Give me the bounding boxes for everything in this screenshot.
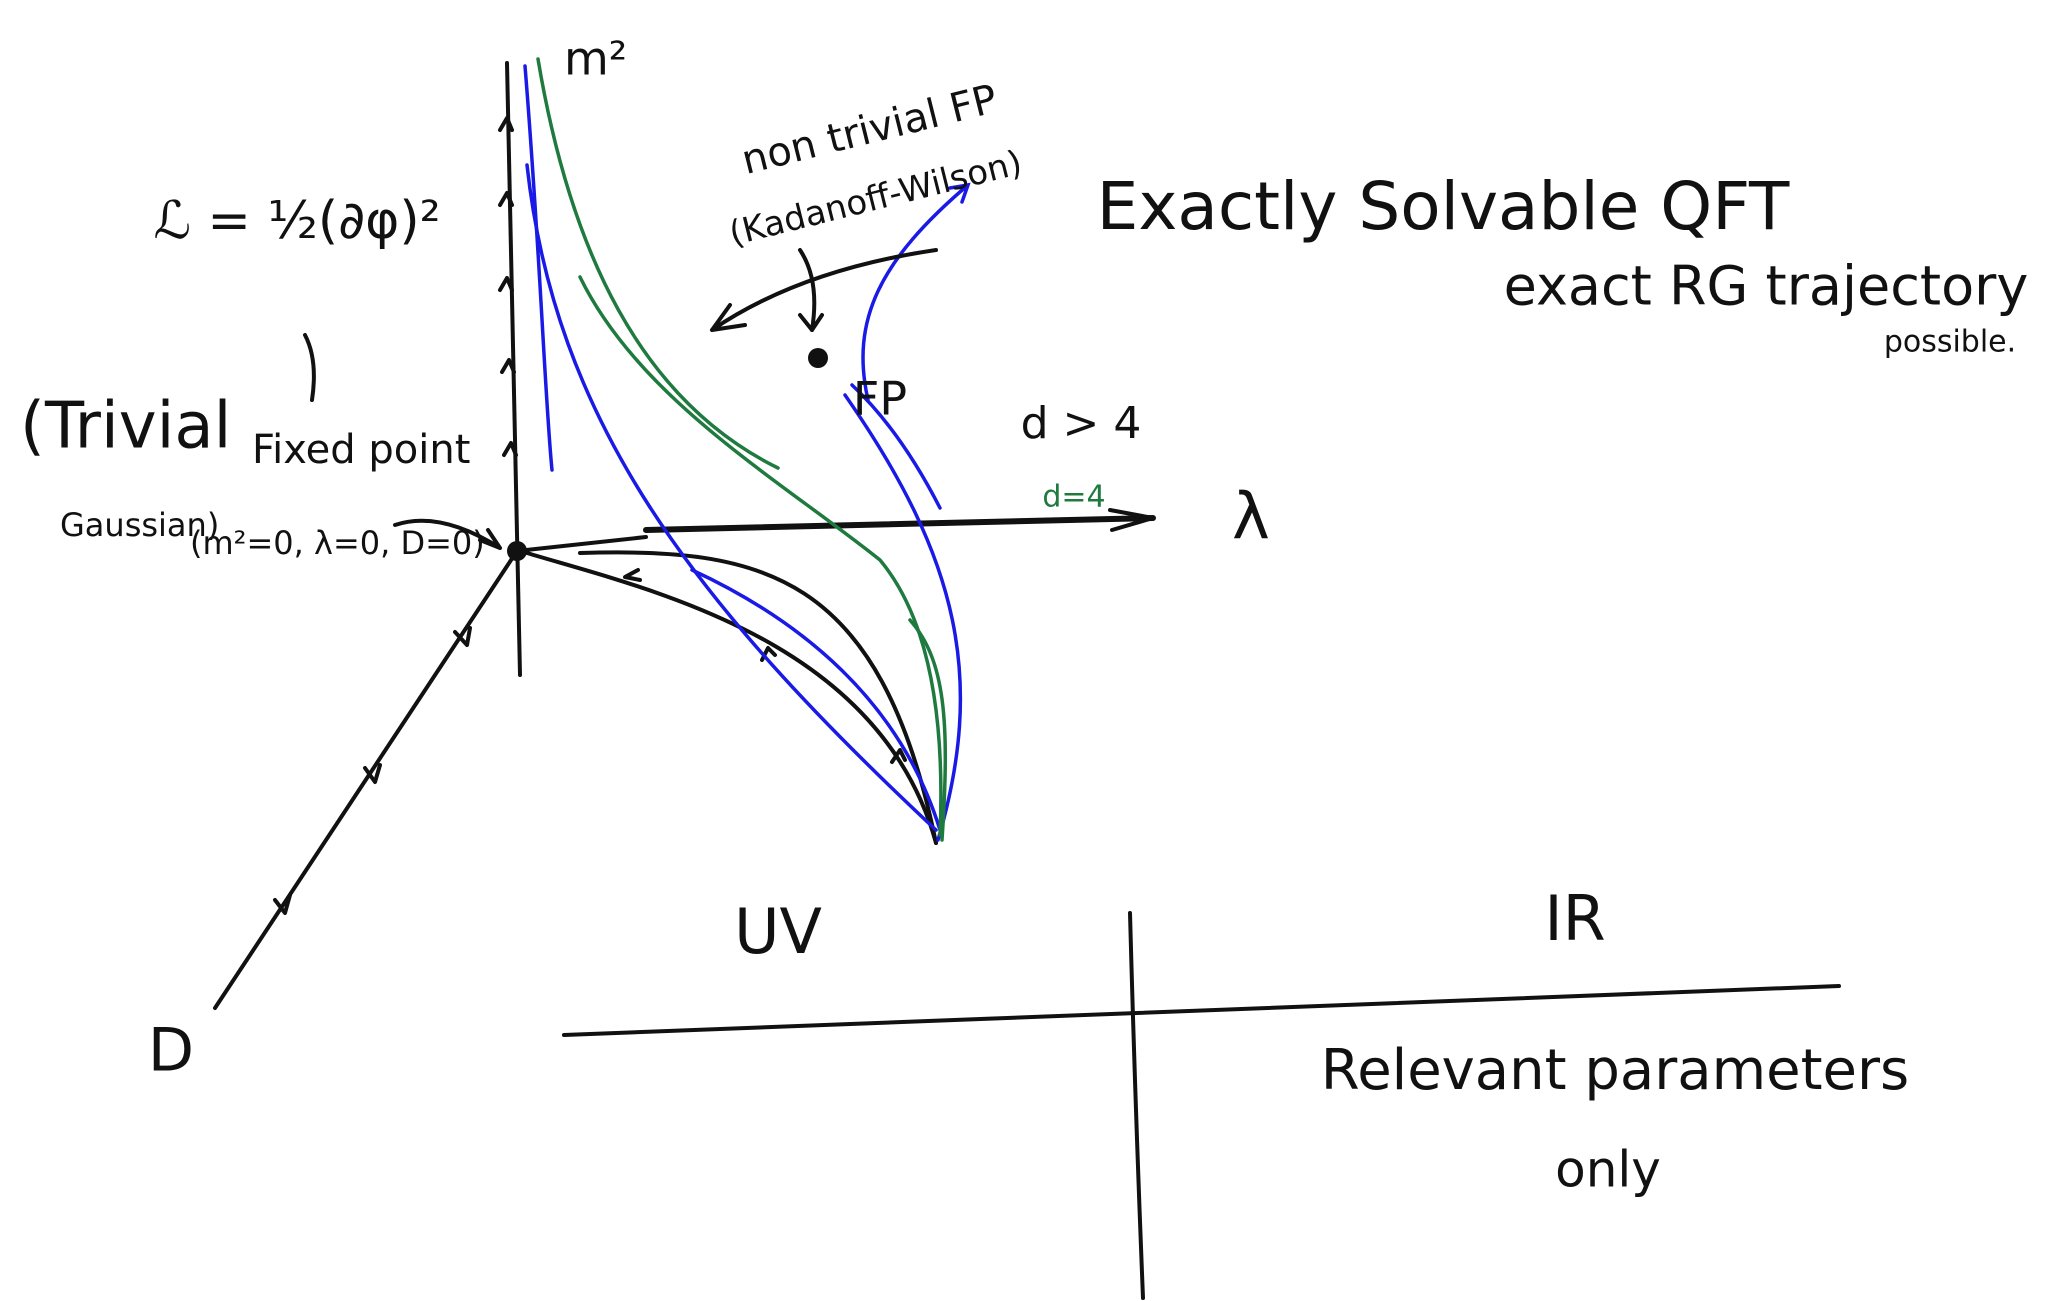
brace	[305, 335, 314, 400]
black-trajectory	[580, 552, 936, 843]
lagrangian: ℒ = ½(∂φ)²	[153, 191, 440, 251]
gaussian-fixed-point	[507, 541, 527, 561]
lambda-axis	[646, 518, 1153, 530]
heading-line2: exact RG trajectory	[1504, 255, 2029, 318]
black-trajectory	[527, 553, 936, 843]
blue-trajectory	[692, 570, 940, 830]
table-vertical-line	[1130, 913, 1143, 1298]
table-row1: Relevant parameters	[1321, 1038, 1909, 1103]
m2-label: m²	[564, 32, 627, 86]
d-equals-4: d=4	[1042, 480, 1105, 515]
table-row2: only	[1555, 1141, 1661, 1199]
black-arrows	[625, 570, 905, 762]
lambda-label: λ	[1232, 481, 1270, 555]
table-horizontal-line	[564, 986, 1839, 1035]
nontrivial-fixed-point	[808, 348, 828, 368]
d-label: D	[148, 1016, 194, 1086]
blue-trajectory	[845, 395, 960, 840]
diagram: m² λ D ℒ = ½(∂φ)² (Trivial Gaussian) Fix…	[0, 0, 2067, 1301]
lambda-axis-thin	[517, 537, 646, 551]
green-trajectory	[538, 59, 778, 468]
gaussian-line1: (Trivial	[20, 390, 231, 464]
gaussian-line3: Fixed point	[252, 427, 470, 473]
gaussian-line4: (m²=0, λ=0, D=0)	[190, 524, 485, 562]
d-axis	[215, 551, 517, 1008]
heading-line3: possible.	[1884, 325, 2016, 360]
fp-label: FP	[853, 372, 907, 426]
pointer-arrow	[712, 250, 936, 330]
table-ir: IR	[1544, 882, 1605, 955]
heading-title: Exactly Solvable QFT	[1097, 168, 1790, 245]
d-above-4: d > 4	[1021, 398, 1142, 449]
blue-trajectory	[525, 66, 552, 470]
pointer-arrow	[800, 250, 822, 330]
table-uv: UV	[734, 895, 822, 968]
green-trajectory	[580, 277, 941, 835]
